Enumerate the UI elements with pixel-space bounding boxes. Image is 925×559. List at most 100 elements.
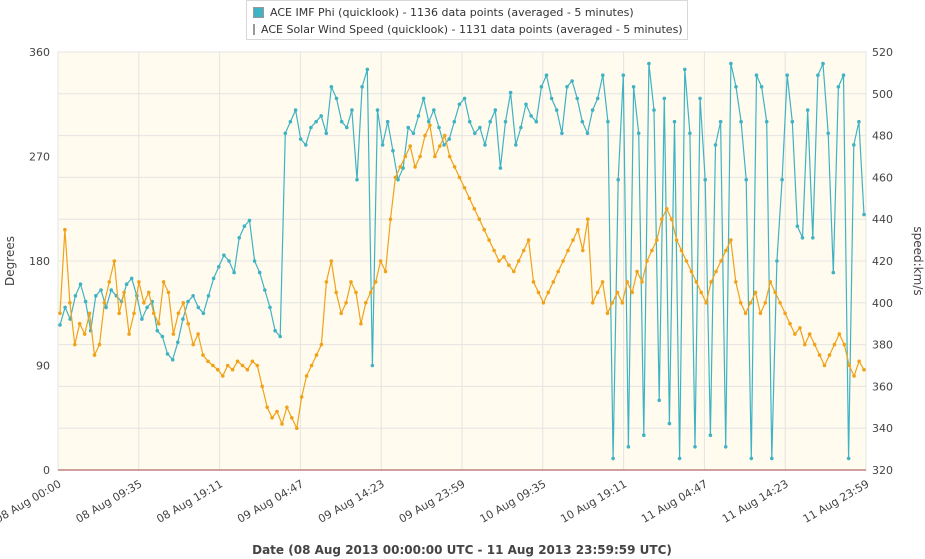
data-point (526, 238, 531, 242)
data-point (364, 301, 368, 305)
data-point (396, 177, 400, 182)
data-point (68, 317, 72, 321)
data-point (388, 217, 393, 221)
data-point (124, 282, 129, 287)
right-tick-label: 460 (872, 171, 893, 184)
data-point (403, 154, 408, 159)
data-point (309, 125, 313, 130)
left-tick-label: 90 (36, 360, 50, 373)
data-point (345, 125, 349, 130)
data-point (432, 108, 436, 112)
data-point (817, 353, 822, 357)
data-point (655, 238, 659, 242)
data-point (551, 280, 556, 284)
right-tick-label: 520 (872, 46, 893, 59)
data-point (319, 342, 324, 347)
data-point (636, 131, 641, 136)
legend-item-phi[interactable]: ACE IMF Phi (quicklook) - 1136 data poin… (253, 4, 681, 21)
data-point (826, 131, 830, 136)
data-point (749, 456, 754, 461)
data-point (275, 409, 279, 414)
legend-item-speed[interactable]: ACE Solar Wind Speed (quicklook) - 1131 … (253, 21, 683, 38)
data-point (196, 332, 200, 336)
right-tick-label: 420 (872, 255, 893, 268)
data-point (477, 217, 482, 221)
data-point (785, 73, 789, 77)
data-point (147, 290, 151, 295)
data-point (457, 102, 462, 107)
data-point (186, 321, 190, 326)
data-point (283, 131, 288, 136)
data-point (156, 321, 161, 326)
data-point (140, 317, 144, 321)
right-tick-label: 320 (872, 464, 893, 477)
data-point (250, 359, 255, 364)
data-point (778, 301, 782, 305)
data-point (734, 280, 738, 284)
data-point (679, 248, 684, 253)
data-point (606, 119, 610, 124)
data-point (738, 301, 743, 305)
data-point (773, 290, 777, 295)
left-tick-label: 0 (43, 464, 50, 477)
data-point (117, 311, 121, 316)
data-point (408, 144, 413, 148)
right-axis-ticks: 320 340 360 380 400 420 440 460 480 500 520 (872, 46, 893, 477)
data-point (413, 165, 417, 169)
data-point (482, 227, 487, 232)
data-point (191, 294, 195, 298)
data-point (221, 374, 225, 378)
data-point (640, 280, 644, 284)
data-point (729, 61, 733, 66)
data-point (561, 259, 565, 263)
data-point (688, 131, 692, 136)
data-point (492, 248, 496, 253)
data-point (798, 326, 802, 330)
data-point (590, 108, 595, 112)
data-point (507, 263, 511, 268)
data-point (512, 269, 516, 274)
data-point (127, 332, 131, 336)
data-point (82, 332, 87, 336)
data-point (714, 269, 718, 274)
data-point (743, 311, 748, 316)
data-point (677, 456, 682, 461)
data-point (176, 340, 180, 345)
data-point (349, 280, 353, 284)
data-point (295, 426, 299, 431)
data-point (635, 269, 639, 274)
data-point (263, 288, 267, 292)
data-point (230, 367, 235, 372)
data-point (299, 395, 304, 399)
data-point (260, 384, 265, 389)
data-point (166, 290, 171, 295)
data-point (605, 311, 610, 316)
series-wind-speed (58, 123, 866, 431)
data-point (237, 236, 241, 240)
data-point (684, 259, 689, 263)
data-point (667, 421, 672, 426)
data-point (161, 280, 166, 284)
data-point (852, 143, 856, 147)
data-point (601, 73, 605, 77)
data-point (803, 342, 807, 347)
data-point (807, 332, 812, 336)
data-point (560, 131, 564, 136)
data-point (73, 294, 78, 298)
data-point (334, 290, 339, 295)
data-point (615, 290, 620, 295)
data-point (452, 119, 457, 124)
data-point (531, 280, 536, 284)
data-point (87, 311, 92, 316)
legend-label-speed: ACE Solar Wind Speed (quicklook) - 1131 … (261, 23, 683, 36)
data-point (418, 154, 422, 159)
data-point (73, 342, 77, 347)
data-point (211, 363, 215, 368)
data-point (611, 456, 615, 461)
data-point (137, 280, 141, 284)
data-point (344, 301, 348, 305)
data-point (206, 359, 210, 364)
data-point (842, 342, 847, 347)
data-point (196, 305, 201, 310)
data-point (693, 445, 697, 449)
